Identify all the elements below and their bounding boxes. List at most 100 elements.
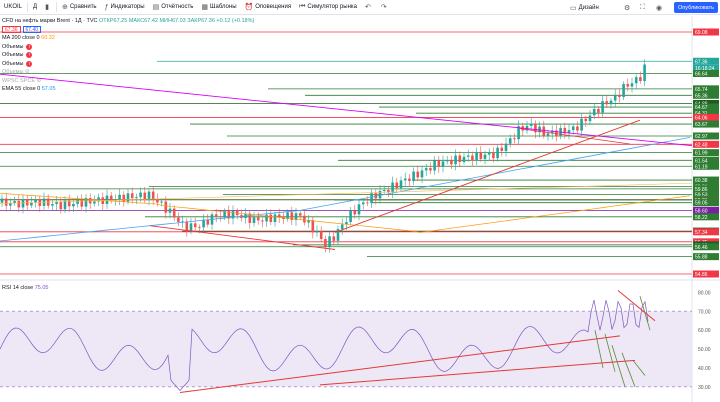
rsi-label: RSI 14 close (2, 285, 34, 291)
candle-body (311, 220, 315, 233)
candle-body (156, 199, 159, 203)
indicators-label: Индикаторы (110, 4, 145, 10)
candle-body (328, 236, 331, 247)
price-tag (693, 57, 719, 65)
bid-price[interactable]: 67.36 (2, 26, 21, 34)
volume-row-2[interactable]: Объемы! (2, 51, 254, 60)
symbol-label: UKOIL (4, 4, 23, 10)
snapshot-button[interactable]: ◉ (652, 0, 668, 15)
volume-label: Объемы (2, 52, 24, 59)
price-tag (693, 132, 719, 140)
candle-body (445, 160, 449, 162)
error-icon: ! (26, 43, 33, 50)
price-tag (693, 149, 719, 157)
fullscreen-icon: ⛶ (640, 3, 645, 11)
bid-ask-row: 67.36 67.40 (2, 26, 254, 35)
volume-row-3[interactable]: Объемы! (2, 60, 254, 69)
candle-body (496, 147, 499, 159)
candle-body (450, 160, 453, 165)
candle-body (601, 101, 604, 113)
price-tag-label: 58.22 (695, 215, 708, 221)
candle-body (4, 198, 8, 206)
volume-label: Объемы (2, 60, 24, 67)
price-tag (693, 99, 719, 107)
price-tag (693, 228, 719, 236)
candle-body (336, 229, 340, 241)
chart-type-button[interactable]: ▮ (41, 0, 55, 15)
rsi-legend[interactable]: RSI 14 close 75.05 (2, 285, 48, 291)
symbol-search[interactable]: UKOIL (0, 0, 26, 15)
price-tag (693, 213, 719, 221)
ema55-row[interactable]: EMA 55 close 0 57.05 (2, 85, 254, 94)
hidden-indicator-1[interactable]: Объемы ⊘ (2, 68, 254, 77)
candle-body (206, 219, 210, 225)
ask-price[interactable]: 67.40 (22, 26, 42, 34)
candle-body (9, 202, 12, 206)
publish-button[interactable]: Опубликовать (674, 2, 718, 13)
price-pane (0, 16, 692, 278)
candle-body (567, 130, 571, 134)
price-tag (693, 91, 719, 99)
rsi-divergence-line (611, 345, 626, 387)
price-tag (693, 162, 719, 170)
compare-button[interactable]: ⊕ Сравнить (58, 0, 101, 15)
candle-body (231, 210, 235, 219)
chart-legend: CFD на нефть марки Brent · 1Д · TVC ОТКР… (2, 17, 254, 94)
trendline-orange (0, 182, 693, 204)
settings-button[interactable]: ⚙ (620, 0, 636, 15)
price-tag-label: 57.34 (695, 230, 708, 236)
candle-body (437, 160, 441, 167)
ma200-label: MA 200 close 0 (2, 35, 40, 42)
candle-body (38, 199, 42, 206)
candle-body (214, 214, 218, 217)
interval-button[interactable]: Д (29, 0, 41, 15)
redo-button[interactable]: ↷ (377, 0, 393, 15)
undo-button[interactable]: ↶ (361, 0, 377, 15)
price-tag (693, 185, 719, 193)
reports-button[interactable]: ▤ Отчётность (149, 0, 198, 15)
price-tag-label: 62.97 (695, 134, 708, 140)
replay-label: Симулятор рынка (307, 4, 357, 10)
candle-body (286, 212, 289, 219)
rsi-tick: 70.00 (698, 309, 711, 315)
trendline-red (519, 128, 631, 145)
candle-body (172, 208, 176, 218)
candle-body (588, 115, 592, 122)
rsi-divergence-line (621, 352, 636, 387)
candle-body (542, 126, 546, 136)
candle-body (202, 219, 205, 228)
candle-body (378, 190, 382, 199)
candle-body (466, 155, 470, 157)
ma200-row[interactable]: MA 200 close 0 60.32 (2, 34, 254, 43)
volume-row-1[interactable]: Объемы! (2, 43, 254, 52)
plus-icon: ⊕ (61, 4, 68, 11)
candle-body (345, 222, 348, 225)
candle-body (13, 201, 16, 203)
candle-body (416, 171, 420, 178)
replay-button[interactable]: ⏮ Симулятор рынка (295, 0, 361, 15)
candle-body (219, 216, 222, 217)
templates-label: Шаблоны (209, 4, 237, 10)
candle-body (391, 182, 394, 193)
layout-button[interactable]: ▭ Дизайн (566, 0, 603, 15)
candle-body (592, 108, 596, 116)
rsi-tick: 80.00 (698, 290, 711, 296)
candle-body (84, 198, 88, 207)
indicators-button[interactable]: ƒ Индикаторы (101, 0, 149, 15)
price-tag-label: 64.67 (695, 105, 708, 111)
templates-button[interactable]: ▦ Шаблоны (197, 0, 240, 15)
candle-body (626, 83, 630, 87)
price-tag (693, 28, 719, 36)
alerts-button[interactable]: ⏰ Оповещения (241, 0, 296, 15)
fullscreen-button[interactable]: ⛶ (636, 0, 651, 15)
rsi-trendline (179, 335, 621, 393)
candle-body (366, 202, 369, 204)
hidden-indicator-2[interactable]: WPSC SPCE ⊘ (2, 77, 254, 86)
trendline-red (334, 119, 641, 233)
candle-body (529, 123, 533, 126)
rsi-divergence-line (639, 296, 651, 331)
candle-body (424, 168, 428, 171)
price-tag-label: 61.99 (695, 151, 708, 157)
rsi-line (0, 300, 649, 392)
